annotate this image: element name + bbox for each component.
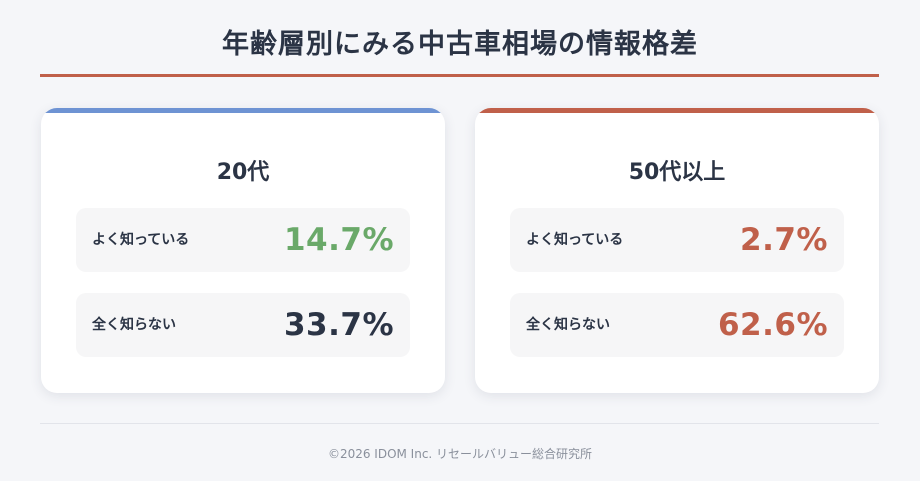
stat-row: 全く知らない 62.6%: [510, 293, 844, 357]
footer-copyright: ©2026 IDOM Inc. リセールバリュー総合研究所: [327, 447, 593, 461]
stat-row: よく知っている 14.7%: [76, 208, 410, 272]
card-title: 20代: [216, 160, 270, 185]
stat-value: 14.7%: [283, 222, 394, 258]
stat-label: よく知っている: [526, 232, 624, 248]
stat-value: 2.7%: [740, 222, 828, 258]
title-divider: [40, 74, 879, 77]
card-accent-bar: [41, 108, 445, 113]
footer-divider: [40, 423, 879, 424]
stat-row: 全く知らない 33.7%: [76, 293, 410, 357]
stat-label: 全く知らない: [92, 317, 176, 333]
card-20s: 20代 よく知っている 14.7% 全く知らない 33.7%: [41, 108, 445, 393]
stat-label: よく知っている: [92, 232, 190, 248]
stat-value: 33.7%: [283, 307, 394, 343]
card-50s-plus: 50代以上 よく知っている 2.7% 全く知らない 62.6%: [475, 108, 879, 393]
card-title: 50代以上: [628, 160, 726, 185]
page-title: 年齢層別にみる中古車相場の情報格差: [222, 29, 698, 60]
stat-row: よく知っている 2.7%: [510, 208, 844, 272]
stat-value: 62.6%: [717, 307, 828, 343]
card-accent-bar: [475, 108, 879, 113]
stat-label: 全く知らない: [526, 317, 610, 333]
